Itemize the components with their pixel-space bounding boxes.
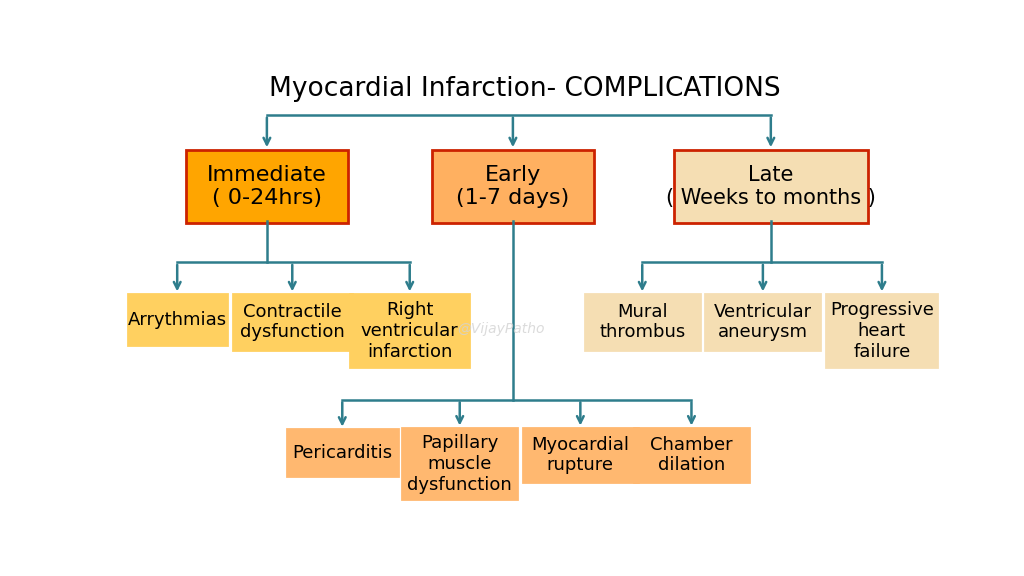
FancyBboxPatch shape	[523, 429, 638, 482]
FancyBboxPatch shape	[674, 150, 868, 223]
Text: Ventricular
aneurysm: Ventricular aneurysm	[714, 302, 812, 342]
FancyBboxPatch shape	[287, 430, 397, 476]
Text: Right
ventricular
infarction: Right ventricular infarction	[360, 301, 459, 361]
Text: Contractile
dysfunction: Contractile dysfunction	[240, 302, 345, 342]
Text: Arrythmias: Arrythmias	[128, 310, 226, 329]
Text: Late
( Weeks to months ): Late ( Weeks to months )	[666, 165, 876, 209]
FancyBboxPatch shape	[706, 294, 820, 350]
FancyBboxPatch shape	[232, 294, 352, 350]
FancyBboxPatch shape	[185, 150, 348, 223]
Text: Mural
thrombus: Mural thrombus	[599, 302, 685, 342]
FancyBboxPatch shape	[350, 294, 469, 367]
FancyBboxPatch shape	[826, 294, 938, 367]
Text: Pericarditis: Pericarditis	[292, 444, 392, 462]
Text: Chamber
dilation: Chamber dilation	[650, 435, 733, 475]
Text: Papillary
muscle
dysfunction: Papillary muscle dysfunction	[408, 434, 512, 494]
Text: Progressive
heart
failure: Progressive heart failure	[830, 301, 934, 361]
Text: @VijayPatho: @VijayPatho	[458, 321, 545, 336]
Text: Myocardial
rupture: Myocardial rupture	[531, 435, 630, 475]
Text: Early
(1-7 days): Early (1-7 days)	[457, 165, 569, 209]
Text: Myocardial Infarction- COMPLICATIONS: Myocardial Infarction- COMPLICATIONS	[269, 76, 780, 102]
FancyBboxPatch shape	[128, 294, 226, 345]
FancyBboxPatch shape	[431, 150, 594, 223]
FancyBboxPatch shape	[585, 294, 699, 350]
Text: Immediate
( 0-24hrs): Immediate ( 0-24hrs)	[207, 165, 327, 209]
FancyBboxPatch shape	[402, 429, 517, 499]
FancyBboxPatch shape	[634, 429, 749, 482]
